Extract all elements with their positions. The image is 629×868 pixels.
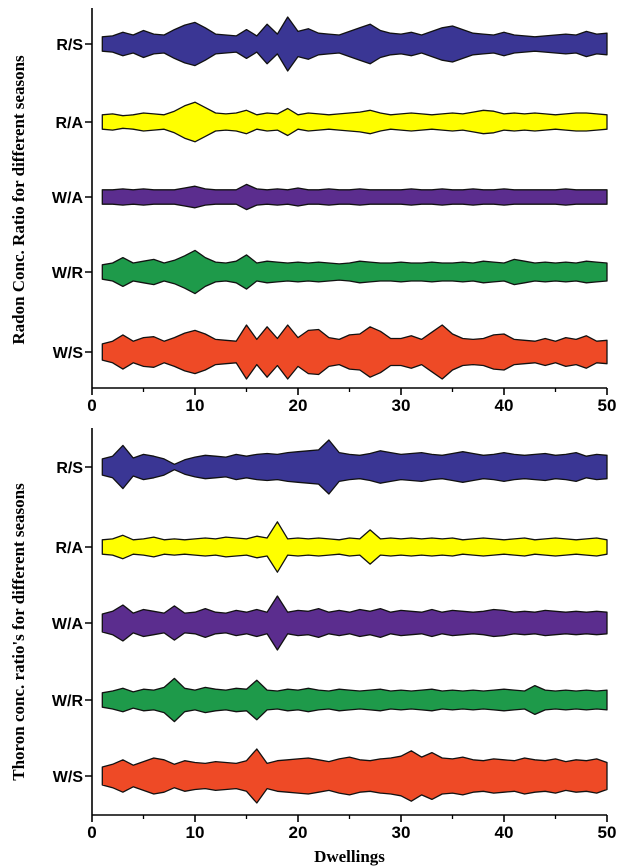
x-tick-label: 40 — [495, 396, 514, 415]
x-tick-label: 30 — [392, 396, 411, 415]
chart-panel-1: R/S R/A W/A W/R W/S 0 10 20 30 40 50 Radon Conc. Ra… — [9, 8, 616, 415]
category-label: R/A — [55, 540, 83, 557]
x-tick-label: 50 — [598, 396, 617, 415]
band-r-a — [101, 521, 608, 573]
band-w-s — [101, 324, 608, 380]
category-label: W/A — [52, 616, 84, 633]
category-label: W/A — [52, 190, 84, 207]
band-r-s — [101, 16, 608, 72]
band-w-a — [101, 595, 608, 651]
category-label: W/S — [53, 769, 84, 786]
x-tick-label: 40 — [495, 823, 514, 842]
y-axis-title: Thoron conc. ratio's for different seaso… — [9, 483, 28, 781]
x-tick-label: 0 — [87, 823, 96, 842]
x-tick-label: 20 — [289, 823, 308, 842]
category-label: R/S — [56, 37, 83, 54]
category-label: R/A — [55, 115, 83, 132]
category-label: W/S — [53, 345, 84, 362]
category-label: W/R — [52, 693, 84, 710]
y-axis-title: Radon Conc. Ratio for different seasons — [9, 55, 28, 345]
x-tick-label: 20 — [289, 396, 308, 415]
x-axis-title: Dwellings — [314, 847, 385, 866]
category-label: R/S — [56, 460, 83, 477]
band-r-a — [101, 101, 608, 143]
x-tick-label: 50 — [598, 823, 617, 842]
band-w-r — [101, 677, 608, 723]
x-tick-label: 10 — [186, 823, 205, 842]
x-tick-label: 10 — [186, 396, 205, 415]
x-tick-label: 30 — [392, 823, 411, 842]
band-w-s — [101, 748, 608, 804]
chart-panel-2: R/S R/A W/A W/R W/S 0 10 20 30 40 50 Thoron conc. r… — [9, 428, 616, 866]
band-r-s — [101, 439, 608, 495]
category-label: W/R — [52, 265, 84, 282]
x-tick-label: 0 — [87, 396, 96, 415]
band-w-r — [101, 249, 608, 295]
band-w-a — [101, 183, 608, 211]
